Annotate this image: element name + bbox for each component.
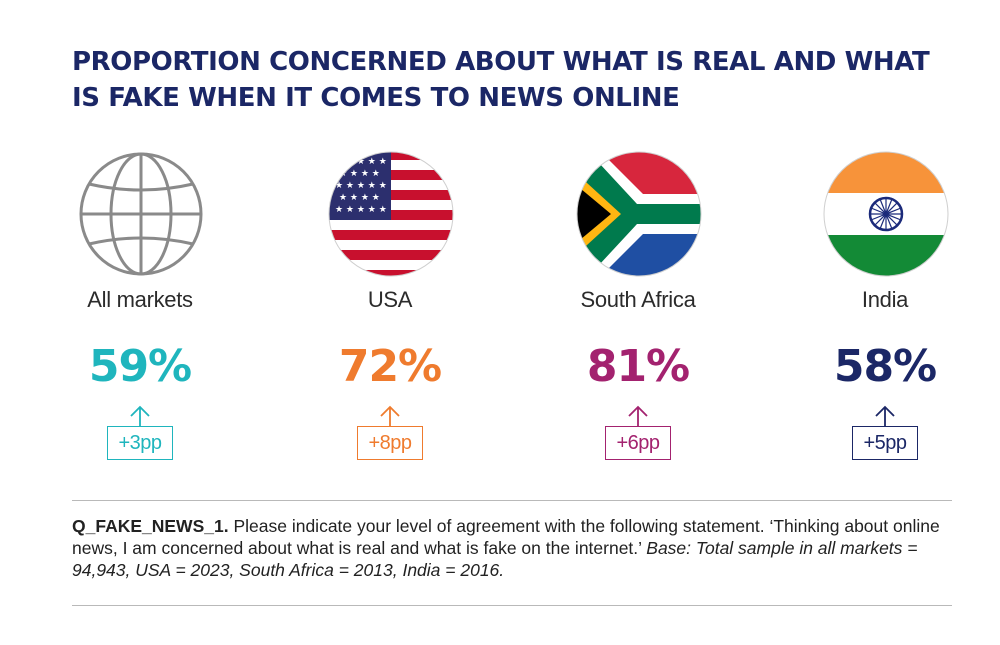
change-badge: +6pp (605, 426, 671, 460)
change-badge: +8pp (357, 426, 423, 460)
globe-icon (77, 150, 205, 278)
svg-text:★ ★ ★ ★ ★: ★ ★ ★ ★ ★ (335, 181, 387, 191)
base-text: Base: Total sample in all markets = 94,9… (72, 538, 918, 580)
value-label: 59% (88, 341, 192, 392)
markets-row: All markets 59% +3pp (0, 145, 1000, 475)
value-label: 72% (338, 341, 442, 392)
footnote: Q_FAKE_NEWS_1. Please indicate your leve… (72, 515, 962, 581)
market-label: India (861, 287, 909, 312)
question-text: Please indicate your level of agreement … (72, 516, 940, 558)
value-label: 81% (586, 341, 690, 392)
market-label: USA (367, 287, 413, 312)
up-arrow-icon (626, 404, 650, 428)
india-flag-icon (822, 150, 950, 278)
svg-text:★ ★ ★ ★: ★ ★ ★ ★ (339, 193, 380, 203)
question-code: Q_FAKE_NEWS_1. (72, 516, 229, 536)
divider-bottom (72, 605, 952, 606)
change-badge: +3pp (107, 426, 173, 460)
svg-text:★ ★ ★ ★: ★ ★ ★ ★ (339, 169, 380, 179)
change-badge: +5pp (852, 426, 918, 460)
chart-title: PROPORTION CONCERNED ABOUT WHAT IS REAL … (72, 47, 930, 113)
market-label: All markets (87, 287, 193, 312)
up-arrow-icon (873, 404, 897, 428)
divider-top (72, 500, 952, 501)
value-label: 58% (833, 341, 937, 392)
usa-flag-icon: ★ ★ ★ ★ ★ ★ ★ ★ ★ ★ ★ ★ ★ ★ ★ ★ ★ ★ ★ ★ … (327, 150, 455, 278)
up-arrow-icon (378, 404, 402, 428)
svg-text:★ ★ ★ ★ ★: ★ ★ ★ ★ ★ (335, 157, 387, 167)
svg-text:★ ★ ★ ★ ★: ★ ★ ★ ★ ★ (335, 205, 387, 215)
up-arrow-icon (128, 404, 152, 428)
south-africa-flag-icon (575, 150, 703, 278)
market-label: South Africa (580, 287, 696, 312)
